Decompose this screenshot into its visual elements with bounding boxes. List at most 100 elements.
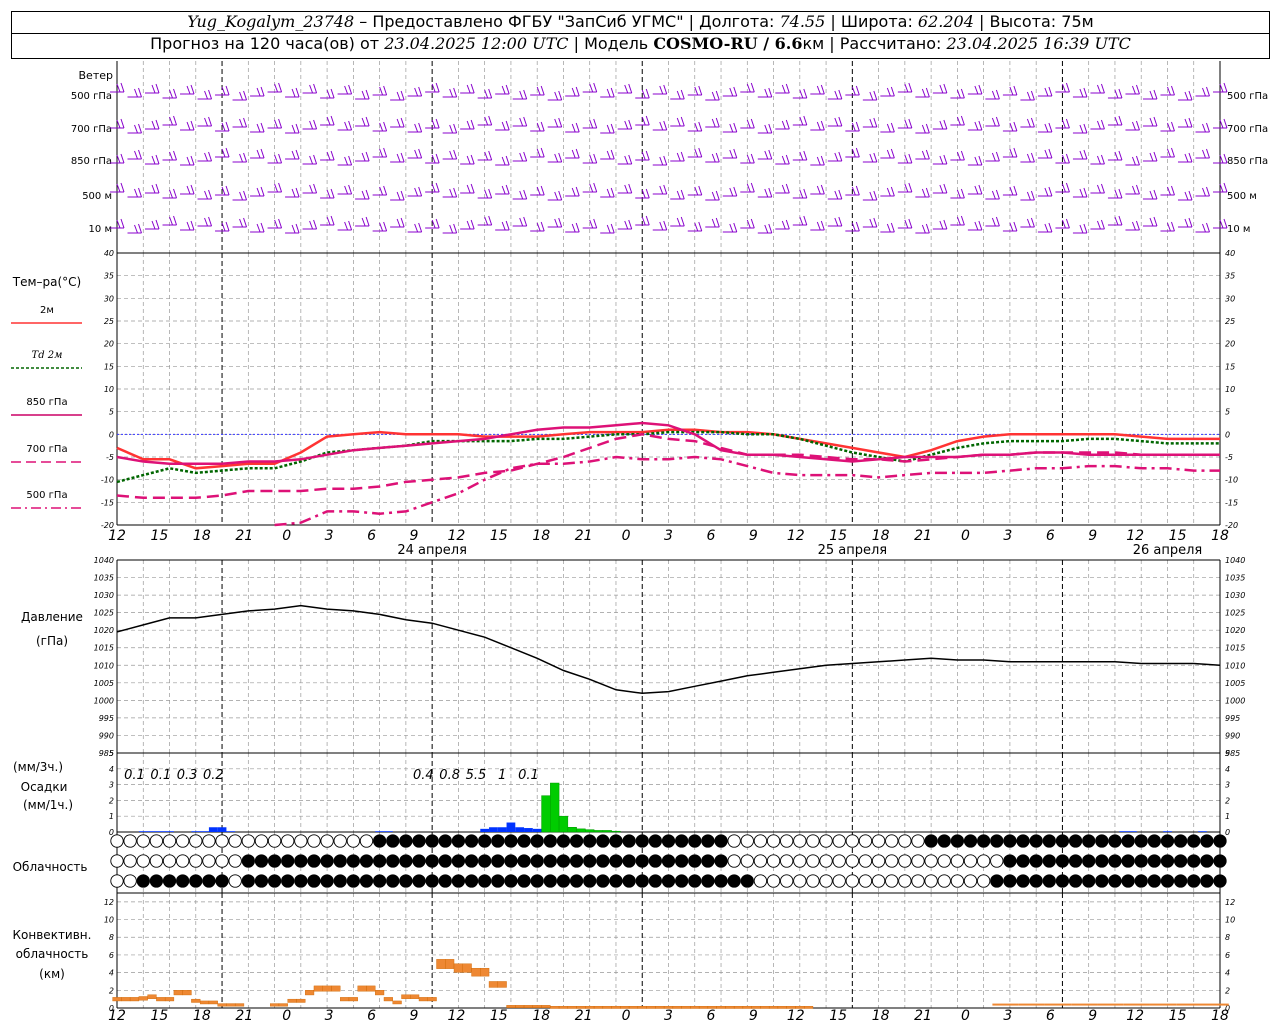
wind-barb <box>1195 222 1210 233</box>
wind-barb <box>372 185 388 196</box>
cloud-cover-symbol <box>609 834 623 848</box>
pressure-line <box>116 604 1221 695</box>
wind-barb <box>757 149 773 160</box>
hour-tick-label: 6 <box>367 528 376 544</box>
cloud-cover-symbol <box>714 854 728 868</box>
cloud-cover-symbol <box>333 874 347 888</box>
y-tick-right: 6 <box>1225 951 1230 960</box>
cloud-cover-symbol <box>110 834 124 848</box>
wind-barb <box>582 118 598 129</box>
temp-series-line <box>274 455 1220 527</box>
wind-barb <box>110 118 125 129</box>
cloud-cover-symbol <box>727 874 741 888</box>
wind-barb <box>1020 152 1035 163</box>
y-tick-right: 4 <box>1225 969 1230 978</box>
hour-tick-label: 0 <box>622 528 631 544</box>
cloud-cover-symbol <box>1134 854 1148 868</box>
wind-barb <box>407 86 423 97</box>
wind-barb <box>162 188 177 199</box>
wind-barb <box>967 184 983 195</box>
wind-barb <box>267 82 283 93</box>
cloud-cover-symbol <box>294 854 308 868</box>
cloud-cover-symbol <box>1042 834 1056 848</box>
cloud-cover-symbol <box>990 834 1004 848</box>
legend-label: 500 гПа <box>26 490 67 501</box>
y-tick-right: 1010 <box>1225 661 1245 670</box>
wind-barb <box>827 216 843 227</box>
cloud-cover-symbol <box>937 834 951 848</box>
cloud-cover-symbol <box>438 834 452 848</box>
y-tick-right: 15 <box>1225 362 1235 371</box>
hour-tick-label-bottom: 12 <box>787 1008 805 1024</box>
wind-barb <box>792 215 808 226</box>
wind-barb <box>880 86 895 97</box>
cloud-cover-symbol <box>596 874 610 888</box>
conv-cloud-bar <box>1149 1003 1177 1006</box>
cloud-cover-symbol <box>294 874 308 888</box>
cloud-cover-symbol <box>963 874 978 888</box>
wind-barb <box>897 82 913 93</box>
wind-barb <box>1055 118 1070 129</box>
hour-tick-label: 3 <box>664 528 673 544</box>
wind-barb <box>1055 82 1070 93</box>
y-tick-right: -5 <box>1225 453 1233 462</box>
wind-barb <box>337 184 353 195</box>
cloud-cover-symbol <box>885 834 899 848</box>
wind-barb <box>1195 148 1210 159</box>
precip-snow-bar <box>1128 831 1137 832</box>
conv-cloud-bar <box>1123 1003 1150 1006</box>
y-tick-left: 2 <box>109 986 114 995</box>
cloud-cover-symbol <box>372 834 387 848</box>
wind-level-left: 500 м <box>82 191 112 202</box>
wind-barb <box>512 116 528 127</box>
conv-cloud-bar <box>550 1006 560 1009</box>
wind-barb <box>110 218 125 229</box>
conv-cloud-bar <box>138 996 148 1001</box>
wind-barb <box>1160 147 1175 158</box>
cloud-cover-symbol <box>517 874 531 888</box>
precip-3h-unit: (мм/3ч.) <box>13 760 63 774</box>
conv-cloud-bar <box>348 997 358 1002</box>
wind-barb <box>635 188 650 199</box>
wind-barb <box>1002 185 1018 196</box>
lat-label: Широта: <box>840 12 913 31</box>
wind-barb <box>285 149 300 160</box>
conv-cloud-bar <box>751 1006 761 1009</box>
wind-barb <box>670 151 685 162</box>
wind-barb <box>985 89 1000 100</box>
wind-barb <box>652 155 668 166</box>
cloud-cover-symbol <box>491 874 505 888</box>
cloud-cover-symbol <box>359 854 374 868</box>
hour-tick-label-bottom: 18 <box>872 1008 890 1024</box>
wind-barb <box>162 115 177 126</box>
cloud-cover-symbol <box>136 874 150 888</box>
cloud-cover-symbol <box>228 874 242 888</box>
cloud-cover-symbol <box>543 834 557 848</box>
wind-barb <box>635 150 650 161</box>
wind-barb <box>617 119 633 130</box>
conv-cloud-bar <box>655 1006 665 1009</box>
cloud-cover-symbol <box>1029 834 1043 848</box>
precip-rain-bar <box>550 782 560 833</box>
cloud-cover-symbol <box>228 834 242 848</box>
wind-barb <box>547 152 563 163</box>
cloud-cover-symbol <box>1187 874 1201 888</box>
cloud-cover-symbol <box>832 854 846 868</box>
conv-cloud-bar <box>733 1006 744 1009</box>
wind-barb <box>425 218 440 229</box>
wind-barb <box>1090 154 1105 165</box>
cloud-cover-symbol <box>596 854 610 868</box>
y-tick-right: 0 <box>1225 828 1230 837</box>
wind-barb <box>985 189 1000 200</box>
wind-barb <box>302 219 318 230</box>
cloud-cover-symbol <box>1016 854 1030 868</box>
cloud-cover-symbol <box>753 854 768 868</box>
conv-cloud-bar <box>427 997 437 1002</box>
cloud-cover-symbol <box>504 874 518 888</box>
wind-barb <box>250 222 265 233</box>
conv-cloud-bar <box>593 1006 604 1009</box>
cloud-cover-symbol <box>885 854 899 868</box>
cloud-cover-symbol <box>1147 854 1161 868</box>
conv-cloud-bar <box>585 1006 595 1009</box>
y-tick-right: 5 <box>1225 749 1230 758</box>
